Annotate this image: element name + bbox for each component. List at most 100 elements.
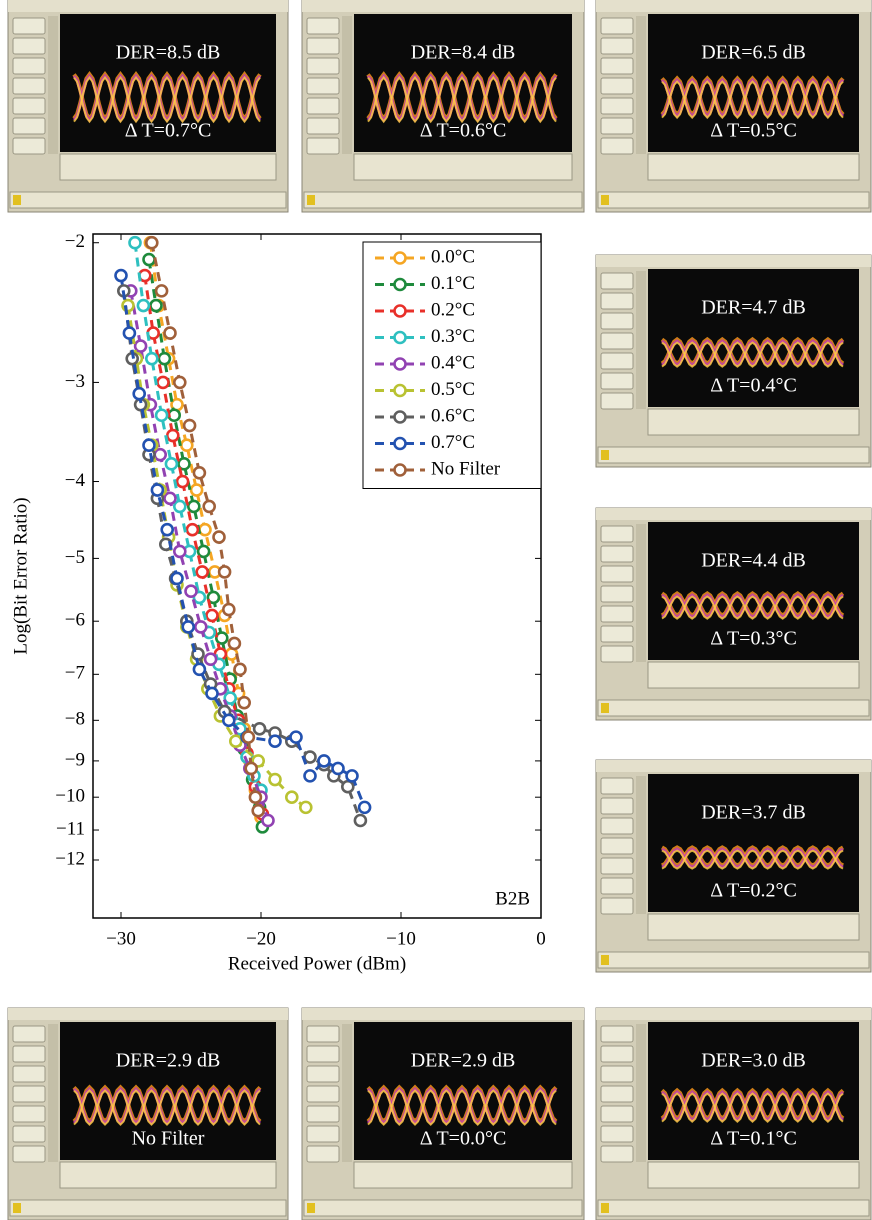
eye-screenshot: DER=3.7 dB Δ T=0.2°C bbox=[595, 759, 872, 973]
eye-trace bbox=[661, 341, 844, 368]
tool-button bbox=[600, 117, 634, 135]
eye-screenshot: DER=3.0 dB Δ T=0.1°C bbox=[595, 1007, 872, 1220]
der-label: DER=3.0 dB bbox=[701, 1050, 806, 1072]
data-point bbox=[233, 662, 247, 677]
tool-button bbox=[12, 1025, 46, 1043]
x-tick-label: −20 bbox=[246, 928, 276, 949]
plot-area bbox=[114, 235, 372, 834]
menu-bar bbox=[596, 508, 871, 520]
tool-button bbox=[12, 37, 46, 55]
legend-marker bbox=[393, 330, 407, 345]
data-point bbox=[177, 457, 191, 471]
measure-bar bbox=[647, 408, 860, 436]
tool-button bbox=[600, 312, 634, 330]
data-point bbox=[196, 544, 211, 559]
data-point bbox=[173, 544, 187, 559]
tool-button bbox=[600, 777, 634, 795]
data-point bbox=[192, 465, 207, 480]
tool-button bbox=[600, 272, 634, 290]
eye-trace bbox=[661, 595, 844, 620]
status-bar bbox=[597, 191, 870, 209]
eye-trace bbox=[661, 849, 844, 870]
data-point bbox=[185, 522, 200, 537]
legend-label: 0.6°C bbox=[431, 405, 475, 426]
tool-button bbox=[600, 605, 634, 623]
data-point bbox=[244, 761, 258, 776]
tool-button bbox=[600, 97, 634, 115]
data-point bbox=[142, 438, 156, 453]
legend-marker bbox=[393, 463, 407, 477]
data-point bbox=[222, 602, 236, 617]
der-label: DER=6.5 dB bbox=[701, 42, 806, 64]
legend-marker bbox=[393, 357, 407, 371]
eye-trace bbox=[661, 593, 844, 619]
tool-button bbox=[600, 352, 634, 370]
tool-button bbox=[306, 17, 340, 35]
data-point bbox=[160, 522, 174, 537]
measure-bar bbox=[353, 1161, 573, 1189]
tool-button bbox=[12, 57, 46, 75]
tool-button bbox=[12, 1125, 46, 1143]
status-bar bbox=[303, 1199, 583, 1217]
tool-button bbox=[600, 797, 634, 815]
legend-label: 0.5°C bbox=[431, 379, 475, 400]
eye-trace bbox=[661, 593, 844, 619]
data-point bbox=[357, 800, 372, 815]
data-point bbox=[122, 326, 137, 340]
eye-trace bbox=[367, 75, 557, 124]
tool-button bbox=[306, 1145, 340, 1163]
legend-label: 0.1°C bbox=[431, 273, 475, 294]
legend-label: 0.3°C bbox=[431, 326, 475, 347]
data-point bbox=[261, 813, 275, 828]
data-point bbox=[166, 428, 180, 443]
tool-button bbox=[12, 1105, 46, 1123]
legend-label: 0.4°C bbox=[431, 352, 475, 373]
eye-trace bbox=[661, 1092, 844, 1123]
eye-trace bbox=[73, 75, 261, 124]
der-label: DER=8.4 dB bbox=[411, 42, 516, 64]
y-tick-label: −5 bbox=[65, 547, 85, 568]
status-bar bbox=[597, 699, 870, 717]
x-axis-label: Received Power (dBm) bbox=[228, 953, 406, 974]
eye-trace bbox=[366, 1086, 558, 1126]
tool-button bbox=[600, 1145, 634, 1163]
menu-bar bbox=[8, 1008, 288, 1020]
side-tab bbox=[342, 1024, 352, 1162]
side-tab bbox=[636, 271, 646, 409]
data-point bbox=[268, 734, 282, 749]
data-point bbox=[248, 790, 263, 804]
tool-button bbox=[306, 1105, 340, 1123]
data-point bbox=[182, 418, 197, 433]
measure-bar bbox=[353, 153, 573, 181]
data-point bbox=[227, 636, 242, 651]
tool-button bbox=[600, 1065, 634, 1083]
data-point bbox=[241, 730, 256, 744]
tool-button bbox=[600, 585, 634, 603]
measure-bar bbox=[647, 153, 860, 181]
eye-trace bbox=[660, 77, 845, 119]
tool-button bbox=[306, 1025, 340, 1043]
tool-button bbox=[12, 97, 46, 115]
eye-screenshot: DER=6.5 dB Δ T=0.5°C bbox=[595, 0, 872, 213]
data-point bbox=[353, 813, 368, 828]
legend-marker bbox=[393, 277, 407, 292]
condition-label: Δ T=0.1°C bbox=[710, 1128, 797, 1150]
tool-button bbox=[306, 37, 340, 55]
data-point bbox=[298, 800, 313, 815]
data-point bbox=[217, 565, 232, 579]
data-point bbox=[142, 252, 156, 267]
data-point bbox=[331, 761, 345, 776]
data-point bbox=[251, 803, 266, 818]
data-point bbox=[175, 474, 190, 489]
condition-label: Δ T=0.3°C bbox=[710, 628, 797, 650]
eye-trace bbox=[661, 339, 844, 367]
menu-bar bbox=[596, 760, 871, 772]
data-point bbox=[133, 339, 148, 353]
tool-button bbox=[306, 77, 340, 95]
eye-trace bbox=[367, 1089, 557, 1127]
eye-trace bbox=[367, 75, 557, 124]
legend-label: 0.2°C bbox=[431, 299, 475, 320]
side-tab bbox=[636, 524, 646, 662]
y-tick-label: −8 bbox=[65, 709, 85, 730]
